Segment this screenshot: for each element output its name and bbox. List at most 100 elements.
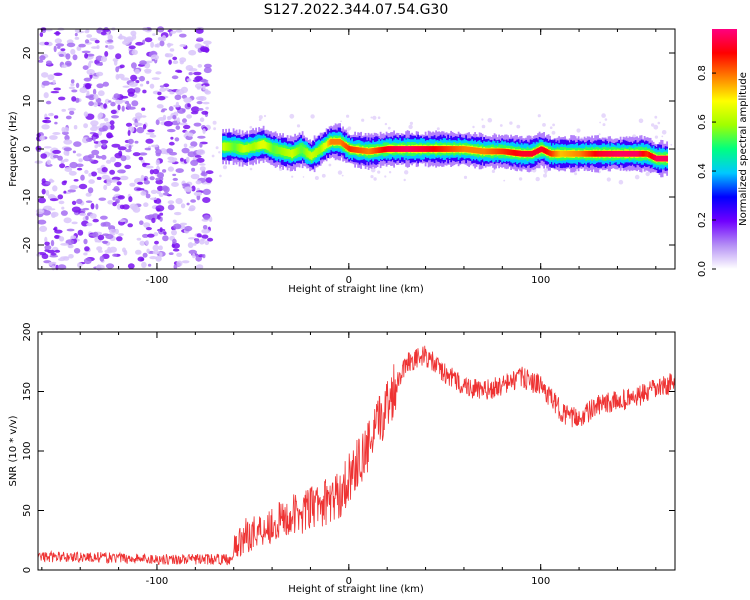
noise-speckle [149,176,155,181]
noise-speckle [199,166,206,172]
ridge-band [229,142,232,151]
noise-speckle [73,248,81,254]
noise-speckle [111,115,119,119]
noise-speckle [604,118,608,121]
noise-speckle [638,118,644,124]
ridge-peak [379,147,382,153]
ridge-peak [339,138,341,145]
ridge-peak [387,146,389,152]
noise-speckle [59,236,65,242]
noise-speckle [132,152,141,157]
noise-speckle [108,100,112,103]
noise-speckle [219,174,222,178]
noise-speckle [168,59,172,65]
ridge-peak [463,146,466,152]
noise-speckle [44,245,52,250]
spectrogram-y-tick-label: 0 [22,146,33,152]
noise-speckle [49,198,59,202]
noise-speckle [125,149,132,153]
ridge-peak [369,148,371,155]
noise-speckle [147,233,155,238]
noise-speckle [102,142,107,147]
noise-speckle [98,197,107,201]
noise-speckle [188,72,193,76]
ridge-band [246,144,248,152]
spectrogram-x-tick-label: 0 [346,275,352,286]
noise-speckle [618,179,624,185]
noise-speckle [122,40,130,45]
ridge-peak [420,146,422,152]
noise-speckle [96,176,102,180]
ridge-peak [469,146,472,153]
noise-speckle [491,169,495,173]
ridge-band [249,144,251,151]
noise-speckle [50,90,60,94]
noise-speckle [88,233,97,237]
noise-speckle [136,188,145,191]
noise-speckle [159,227,163,233]
noise-speckle [102,125,108,132]
noise-speckle [117,104,121,111]
noise-speckle [249,125,253,129]
noise-speckle [372,115,377,120]
colorbar-label: Normalized spectral amplitude [738,72,749,226]
ridge-peak [660,155,662,162]
noise-speckle [201,110,209,115]
ridge-peak [543,147,545,154]
noise-speckle [201,83,210,87]
snr-x-axis: -100 0 100 [41,332,657,587]
noise-speckle [172,56,178,61]
noise-speckle [197,108,204,111]
ridge-peak [484,148,487,155]
noise-speckle [99,255,105,262]
noise-speckle [75,163,84,168]
noise-speckle [167,128,176,133]
noise-speckle [173,223,182,230]
noise-speckle [167,204,175,211]
ridge-peak [646,151,649,157]
ridge-peak [586,150,589,157]
noise-speckle [50,239,55,247]
ridge-band [280,147,283,156]
noise-speckle [115,198,120,204]
ridge-peak [375,147,377,154]
ridge-peak [373,147,376,154]
noise-speckle [79,87,88,94]
noise-speckle [45,181,51,185]
noise-speckle [92,88,97,95]
ridge-peak [346,144,349,151]
ridge-band [298,146,301,154]
noise-speckle [94,236,98,243]
noise-speckle [196,86,201,90]
noise-speckle [147,129,155,133]
ridge-peak [405,146,407,152]
ridge-peak [466,146,469,153]
ridge-peak [430,146,433,152]
ridge-peak [496,148,499,155]
noise-speckle [481,118,484,121]
noise-speckle [487,117,493,123]
noise-speckle [77,262,83,268]
ridge-peak [606,150,608,157]
noise-speckle [222,165,228,170]
ridge-band [292,149,295,158]
noise-speckle [153,232,159,237]
noise-speckle [105,234,114,240]
noise-speckle [96,246,103,252]
ridge-band [274,145,277,154]
noise-speckle [169,48,175,52]
noise-speckle [215,146,219,150]
noise-speckle [88,159,94,162]
noise-speckle [175,29,183,33]
ridge-peak [495,148,497,155]
ridge-peak [429,146,431,152]
snr-y-tick-label: 50 [22,504,33,517]
noise-speckle [535,176,540,182]
ridge-peak [610,150,613,157]
noise-speckle [42,119,52,124]
ridge-peak [331,138,334,145]
noise-speckle [125,122,133,127]
ridge-peak [592,150,595,157]
noise-speckle [145,193,151,199]
figure-title: S127.2022.344.07.54.G30 [264,2,449,18]
